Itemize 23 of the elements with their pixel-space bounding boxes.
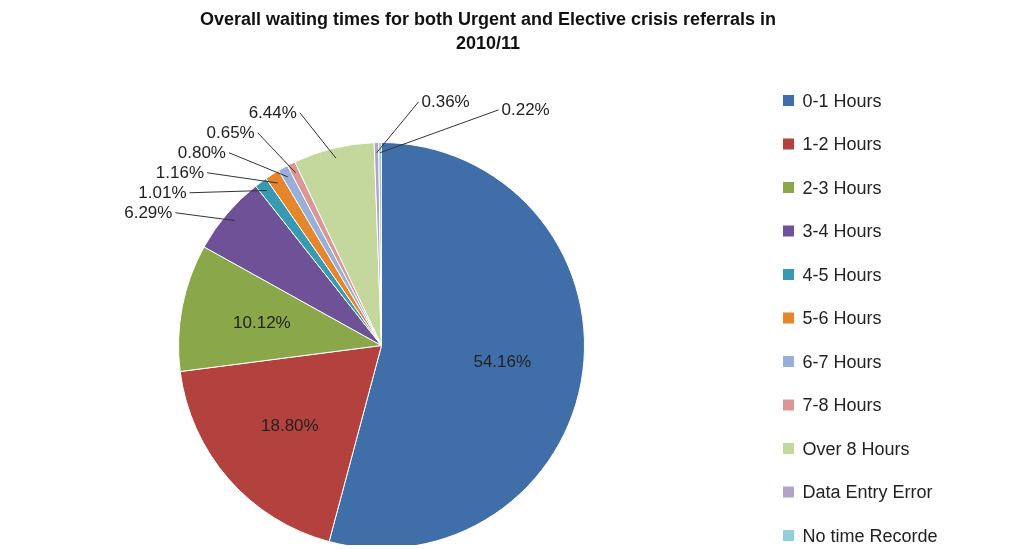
legend-label: 1-2 Hours (802, 134, 882, 154)
legend-label: 7-8 Hours (802, 395, 882, 415)
data-label: 0.36% (421, 92, 470, 112)
data-label: 6.29% (124, 203, 173, 223)
data-label: 18.80% (261, 416, 319, 436)
legend-label: 6-7 Hours (802, 351, 882, 372)
data-label: 1.16% (155, 163, 205, 183)
legend-label: 2-3 Hours (802, 177, 882, 198)
data-label: 1.01% (138, 183, 187, 203)
legend-label: Data Entry Error (802, 482, 933, 502)
legend-label: 5-6 Hours (802, 308, 882, 328)
data-label: 0.80% (177, 143, 226, 163)
legend-label: 3-4 Hours (802, 221, 882, 241)
data-label: 54.16% (473, 351, 532, 371)
legend-label: 4-5 Hours (802, 264, 882, 285)
chart-title: Overall waiting times for both Urgent and Elective crisis referrals in 2010/11 (199, 8, 777, 53)
data-label: 0.22% (501, 100, 550, 120)
legend-label: 0-1 Hours (802, 90, 882, 111)
data-label: 10.12% (233, 313, 291, 333)
legend-label: No time Recorde (802, 525, 938, 546)
data-label: 6.44% (248, 103, 297, 123)
legend-label: Over 8 Hours (802, 438, 910, 459)
data-label: 0.65% (206, 123, 255, 143)
